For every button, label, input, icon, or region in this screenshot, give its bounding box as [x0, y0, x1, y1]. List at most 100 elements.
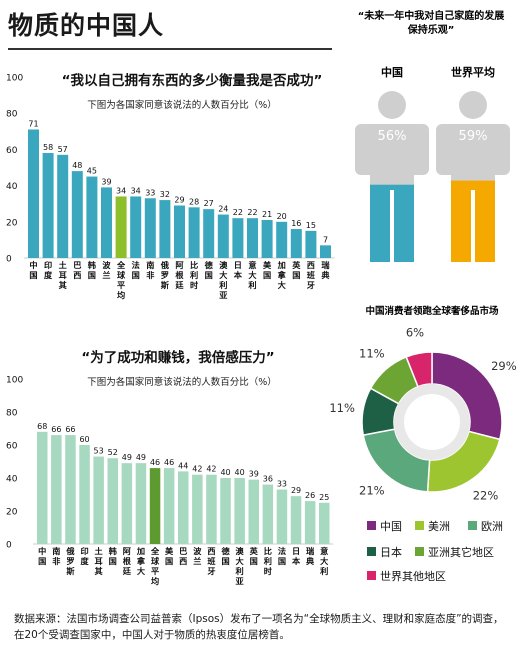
bar-value-label: 29	[291, 486, 301, 495]
bar-value-label: 44	[178, 461, 188, 470]
category-label-char: 均	[151, 576, 159, 586]
category-label-char: 国	[278, 556, 286, 566]
legend-label: 日本	[380, 545, 402, 559]
bar-value-label: 71	[28, 119, 38, 128]
category-label-char: 拿	[277, 270, 287, 280]
category-label-char: 西	[307, 260, 315, 270]
legend-swatch	[415, 521, 424, 530]
legend-swatch	[468, 521, 477, 530]
bar	[276, 489, 288, 544]
category-label-char: 土	[59, 260, 67, 270]
category-label-char: 英	[291, 260, 301, 270]
y-tick-label: 100	[6, 74, 23, 84]
bar-value-label: 27	[204, 199, 214, 208]
bar	[115, 196, 127, 258]
bar	[305, 230, 317, 258]
category-label-char: 波	[193, 546, 202, 556]
bar-value-label: 7	[323, 235, 328, 244]
bar-value-label: 36	[263, 475, 273, 484]
y-tick-label: 20	[6, 508, 18, 518]
bar-chart-success: “我以自己拥有东西的多少衡量我是否成功” 下图为各国家同意该说法的人数百分比（%）…	[6, 72, 335, 300]
category-label-char: 澳	[236, 546, 245, 556]
chart-title: “我以自己拥有东西的多少衡量我是否成功”	[62, 72, 323, 89]
bar-value-label: 34	[116, 186, 126, 195]
category-label-char: 比	[264, 546, 272, 556]
category-label-char: 西	[73, 270, 81, 280]
category-label-char: 其	[95, 566, 104, 576]
person-background	[355, 91, 429, 262]
bar	[206, 474, 217, 544]
bar-value-label: 16	[291, 219, 301, 228]
y-tick-label: 60	[6, 442, 18, 452]
category-label-char: 兰	[193, 556, 201, 566]
bar	[262, 484, 274, 544]
bar-value-label: 33	[145, 188, 155, 197]
bar	[121, 463, 133, 544]
donut-slice-label: 11%	[329, 401, 355, 415]
category-label-char: 国	[29, 270, 37, 280]
category-label-char: 国	[88, 270, 96, 280]
person-percent-label: 56%	[378, 129, 407, 144]
category-label-char: 西	[207, 546, 215, 556]
category-label-char: 日	[292, 546, 300, 556]
category-label-char: 全	[150, 546, 160, 556]
bar	[71, 171, 83, 258]
bar-value-label: 40	[235, 468, 245, 477]
bar	[220, 478, 231, 544]
bar	[247, 218, 258, 258]
y-tick-label: 80	[6, 110, 18, 120]
legend-label: 欧洲	[481, 520, 503, 533]
bar-value-label: 57	[58, 145, 68, 154]
donut-slice-label: 29%	[491, 359, 517, 373]
bar	[232, 218, 244, 258]
category-label-char: 意	[248, 260, 256, 270]
legend-swatch	[367, 547, 376, 556]
y-tick-label: 100	[6, 376, 23, 386]
category-label-char: 耳	[59, 270, 67, 280]
bar-value-label: 42	[206, 465, 216, 474]
category-label-char: 日	[234, 260, 242, 270]
category-label-char: 法	[132, 260, 140, 270]
title-rule	[8, 48, 332, 50]
bar	[320, 245, 331, 258]
bar-value-label: 52	[108, 448, 118, 457]
category-label-char: 时	[264, 566, 273, 576]
source-note: 数据来源：法国市场调查公司益普索（Ipsos）发布了一项名为“全球物质主义、理财…	[14, 613, 504, 641]
bar	[130, 196, 142, 258]
bar-value-label: 34	[131, 186, 141, 195]
category-label-char: 美	[263, 260, 272, 270]
bar	[178, 471, 189, 544]
category-label-char: 国	[263, 270, 271, 280]
legend-label: 世界其他地区	[380, 570, 446, 583]
donut-hole	[404, 394, 460, 450]
bar	[107, 458, 118, 544]
bar	[217, 214, 229, 258]
bar	[248, 479, 259, 544]
donut-slice-label: 11%	[359, 347, 385, 361]
category-label-char: 平	[151, 566, 159, 576]
category-label-char: 大	[248, 270, 257, 280]
category-label-char: 其	[59, 280, 68, 290]
category-label-char: 利	[264, 556, 272, 566]
category-label-char: 国	[38, 556, 46, 566]
category-label-char: 非	[146, 270, 155, 280]
pictograph-title-line2: 保持乐观”	[407, 23, 455, 36]
page-title: 物质的中国人	[8, 11, 165, 40]
category-label-char: 国	[250, 556, 258, 566]
bar-value-label: 42	[192, 465, 202, 474]
category-label-char: 球	[151, 556, 160, 566]
bar-value-label: 48	[72, 161, 82, 170]
category-label-char: 典	[306, 556, 315, 566]
category-label-char: 大	[278, 280, 287, 290]
bar	[93, 456, 104, 544]
bar-value-label: 26	[305, 491, 315, 500]
category-label-char: 利	[320, 566, 328, 576]
category-label-char: 廷	[174, 280, 184, 290]
person-fill-level	[355, 184, 429, 262]
bar	[86, 176, 98, 258]
category-label-char: 利	[248, 280, 256, 290]
bar-value-label: 33	[277, 480, 287, 489]
bar	[42, 153, 54, 258]
category-label-char: 阿	[175, 260, 184, 270]
